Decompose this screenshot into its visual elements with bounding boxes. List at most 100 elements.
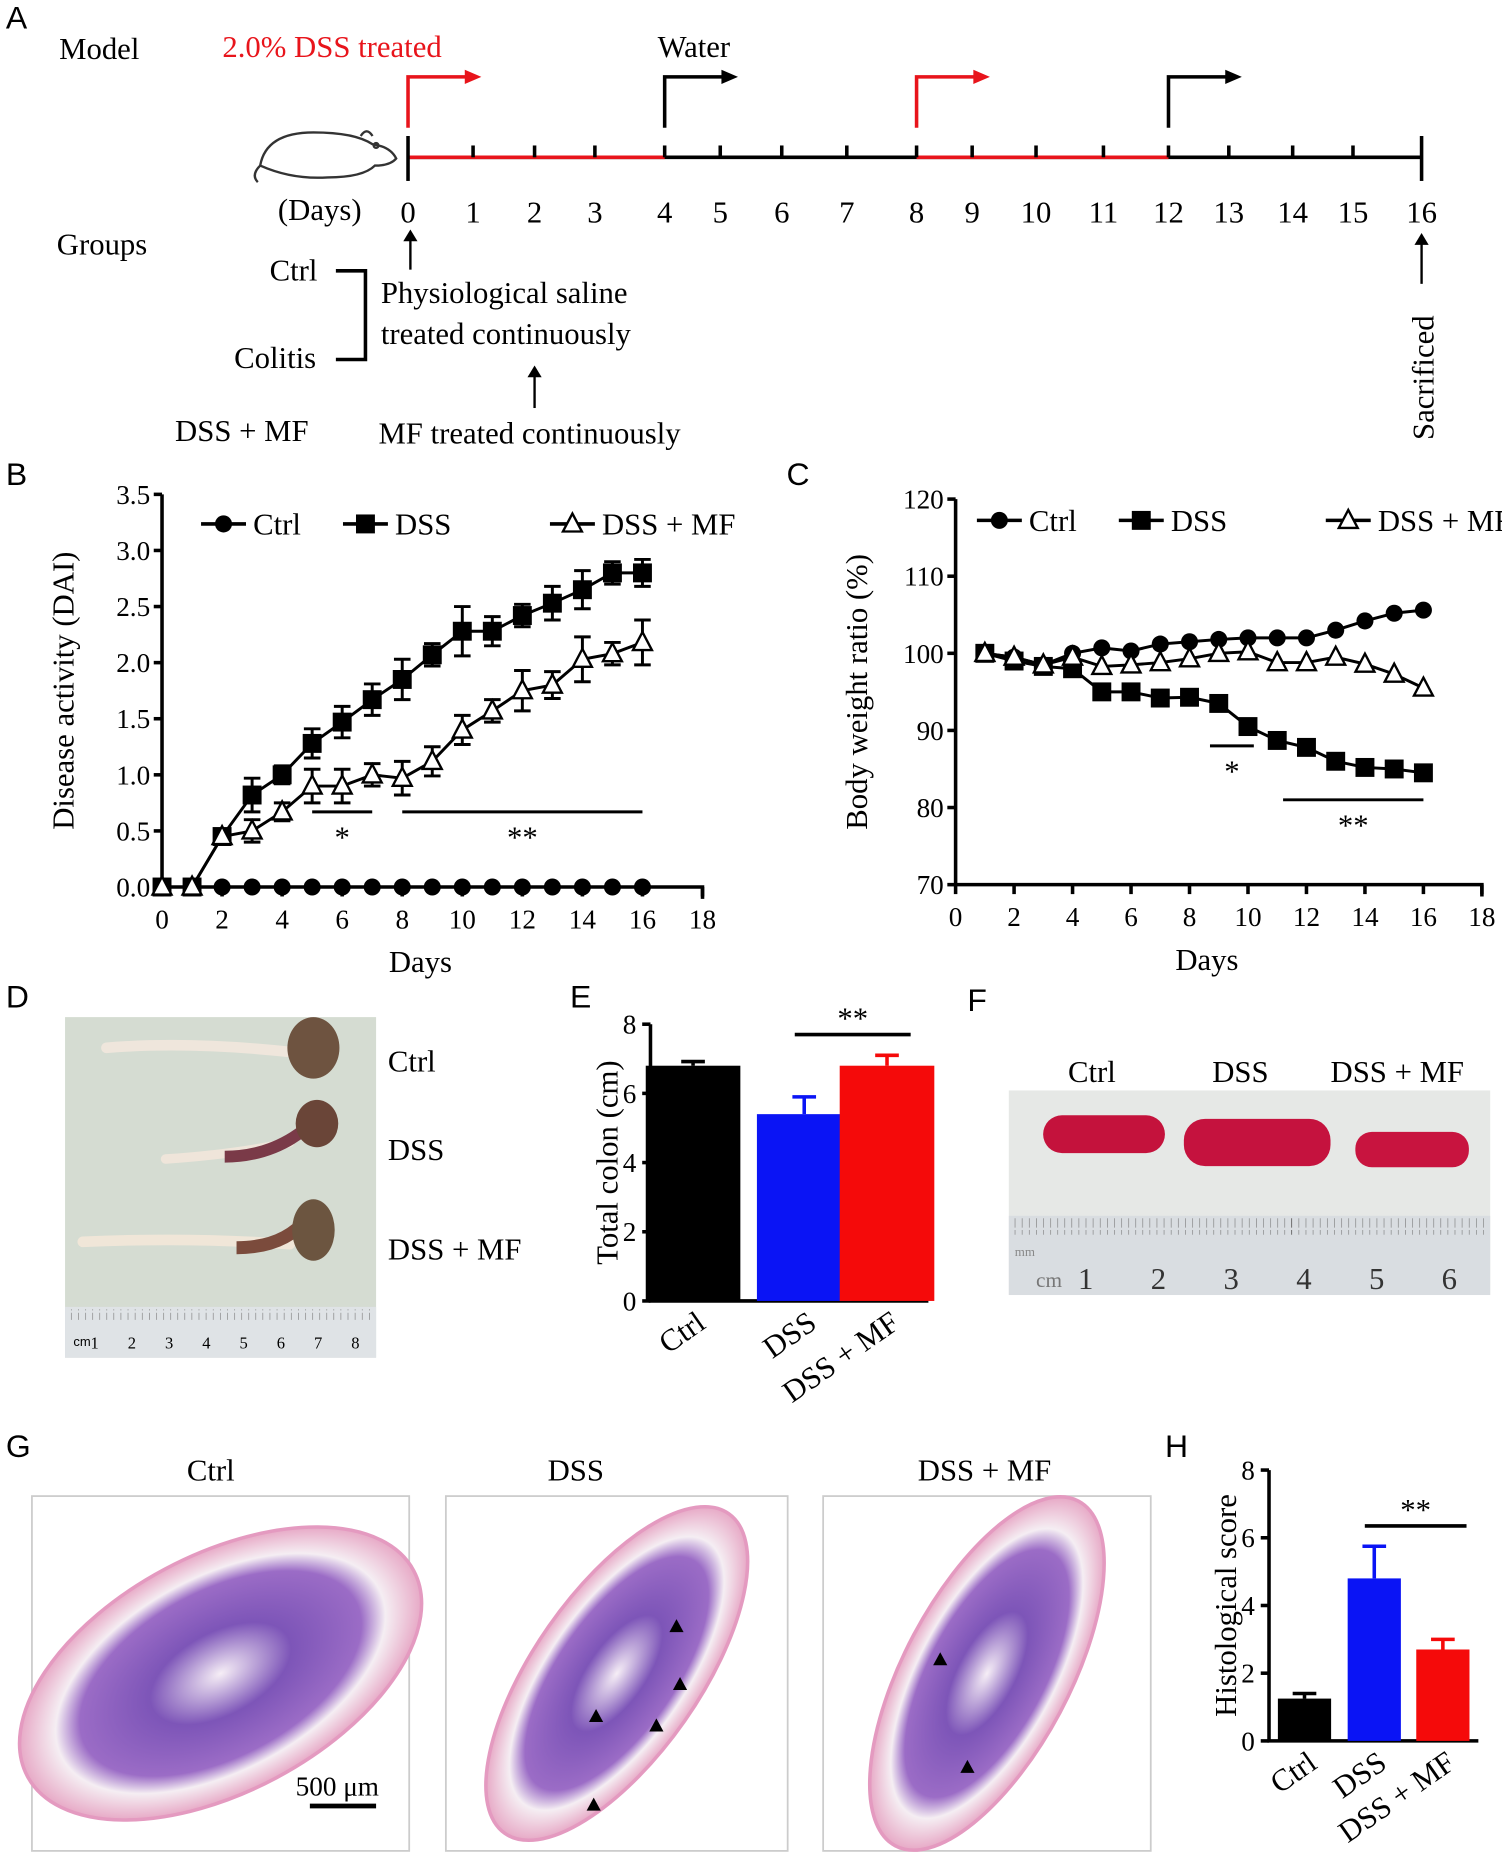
data-point <box>302 733 322 753</box>
arrow-head-icon <box>721 69 738 84</box>
ruler-number: 2 <box>1151 1262 1166 1296</box>
data-point <box>362 690 382 710</box>
legend-label: DSS + MF <box>602 508 736 542</box>
data-point <box>1239 629 1257 647</box>
data-point <box>330 773 354 795</box>
data-point <box>560 510 584 533</box>
data-point <box>1090 653 1114 676</box>
phase-arrow-icon <box>914 75 976 128</box>
data-point <box>240 817 264 840</box>
error-bar <box>681 1059 705 1066</box>
scale-bar-label: 500 μm <box>296 1771 379 1801</box>
day-label: 14 <box>1277 195 1308 229</box>
data-point <box>213 878 231 896</box>
data-point <box>1121 682 1141 702</box>
ruler-unit: cm <box>1036 1268 1062 1292</box>
y-tick-label: 80 <box>917 793 944 823</box>
ruler-number: 1 <box>90 1333 98 1352</box>
data-point <box>242 785 262 805</box>
data-point <box>602 563 622 583</box>
data-point <box>150 874 174 896</box>
series-line-0 <box>984 608 1424 667</box>
x-tick-label: 18 <box>1468 902 1495 932</box>
y-tick-label: 4 <box>623 1148 637 1178</box>
x-tick-label: 14 <box>1351 902 1379 932</box>
series-line-2 <box>984 650 1425 690</box>
y-axis-label: Disease activity (DAI) <box>46 552 80 830</box>
data-point <box>1210 630 1228 648</box>
x-tick-label: 4 <box>275 904 289 934</box>
data-point <box>572 580 592 600</box>
data-point <box>270 798 294 821</box>
data-point <box>332 712 352 732</box>
ruler-number: 4 <box>202 1333 211 1352</box>
panel-label-f: F <box>967 982 987 1018</box>
data-point <box>510 677 534 700</box>
groups-label: Groups <box>57 227 148 261</box>
ruler-unit: mm <box>1015 1244 1035 1259</box>
photo-d-label-ctrl: Ctrl <box>388 1045 436 1079</box>
day-label: 5 <box>713 195 728 229</box>
significance-mark: ** <box>837 1002 868 1036</box>
bar-dss-mf <box>1416 1649 1470 1741</box>
data-point <box>973 640 997 663</box>
ruler-number: 3 <box>1223 1262 1238 1296</box>
y-tick-label: 6 <box>623 1079 637 1109</box>
phase-arrow-icon <box>662 75 724 128</box>
day-label: 12 <box>1153 195 1184 229</box>
ruler-number: 7 <box>314 1333 322 1352</box>
data-point <box>363 878 381 896</box>
histo-label-ctrl: Ctrl <box>187 1454 235 1488</box>
data-point <box>1180 687 1199 707</box>
y-tick-label: 3.5 <box>116 480 150 510</box>
y-tick-label: 8 <box>623 1010 637 1040</box>
up-arrow-icon <box>527 365 542 409</box>
y-tick-label: 100 <box>903 639 944 669</box>
data-point <box>1413 763 1433 783</box>
y-tick-label: 1.0 <box>116 760 150 790</box>
day-label: 7 <box>839 195 854 229</box>
x-axis-label: Days <box>1175 943 1238 977</box>
data-point <box>1382 661 1406 683</box>
y-tick-label: 2.5 <box>116 592 150 622</box>
x-tick-label: 2 <box>1007 902 1021 932</box>
series-line-1 <box>984 651 1424 775</box>
data-point <box>1385 604 1403 622</box>
data-point <box>333 878 351 896</box>
data-point <box>1119 651 1143 674</box>
arrowhead-marker-icon <box>933 1652 948 1666</box>
x-axis-label: Days <box>389 945 452 979</box>
data-point <box>300 773 324 795</box>
y-axis-label: Body weight ratio (%) <box>840 554 874 830</box>
data-point <box>450 717 474 739</box>
data-point <box>1122 642 1140 660</box>
data-point <box>1061 644 1084 666</box>
data-point <box>360 761 384 784</box>
bar-dss-mf <box>839 1065 935 1301</box>
data-point <box>1297 629 1315 647</box>
photo-f-label-dss: DSS <box>1212 1055 1268 1089</box>
y-tick-label: 0 <box>623 1286 637 1316</box>
photo-f-label-dss-mf: DSS + MF <box>1331 1055 1465 1089</box>
panel-label-a: A <box>6 0 28 35</box>
data-point <box>1209 693 1229 713</box>
arrowhead-marker-icon <box>669 1619 684 1633</box>
arrowhead-marker-icon <box>588 1708 604 1722</box>
y-tick-label: 8 <box>1241 1456 1255 1486</box>
panel-label-b: B <box>6 456 27 492</box>
data-point <box>453 878 471 896</box>
data-point <box>1268 629 1286 647</box>
x-tick-label: 8 <box>1183 902 1197 932</box>
x-tick-label: 4 <box>1066 902 1080 932</box>
data-point <box>1180 633 1199 651</box>
data-point <box>423 878 441 896</box>
group-bracket <box>335 269 368 362</box>
chart-c-body-weight: 0 2 4 6 8 10 12 14 16 18 70 80 90 100 110 120 Days Body w… <box>840 485 1502 977</box>
data-point <box>452 621 472 641</box>
error-bar <box>1292 1691 1317 1699</box>
photo-d-label-dss: DSS <box>388 1133 444 1167</box>
data-point <box>1336 507 1360 530</box>
